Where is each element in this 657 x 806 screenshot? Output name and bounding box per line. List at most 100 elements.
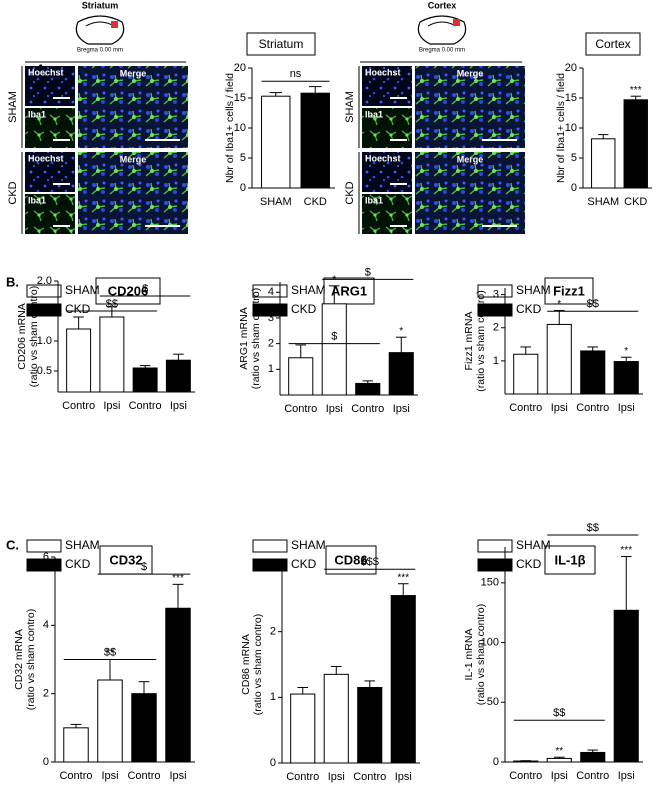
y-tick-label: 4 bbox=[268, 286, 274, 298]
x-tick-label: Contro bbox=[284, 403, 317, 415]
y-tick-label: 6 bbox=[43, 551, 49, 563]
x-tick-label: Ipsi bbox=[326, 403, 343, 415]
y-tick-label: 0 bbox=[43, 756, 49, 768]
bar bbox=[97, 679, 123, 763]
bregma-label: Bregma 0.00 mm bbox=[419, 48, 465, 54]
bracket-label: ns bbox=[290, 68, 302, 80]
bar bbox=[300, 92, 330, 189]
chart-title: Striatum bbox=[259, 37, 304, 51]
y-tick-label: 2 bbox=[43, 688, 49, 700]
x-tick-label: SHAM bbox=[587, 196, 619, 208]
y-tick-label: 5 bbox=[240, 152, 246, 164]
x-tick-label: Contro bbox=[127, 770, 160, 782]
chart-title: ARG1 bbox=[331, 283, 367, 298]
y-tick-label: 20 bbox=[565, 62, 577, 74]
legend-swatch bbox=[252, 558, 288, 572]
bar bbox=[323, 673, 349, 764]
significance: *** bbox=[397, 572, 409, 583]
bar bbox=[390, 595, 416, 764]
legend-label: CKD bbox=[291, 557, 317, 571]
y-tick-label: 2 bbox=[270, 626, 276, 638]
y-axis-label: (ratio vs sham contro) bbox=[252, 614, 264, 716]
bar bbox=[357, 686, 383, 764]
micrographs: SHAM Hoechst Iba1 Merge CKD Hoechst Iba1 Merge S… bbox=[7, 66, 525, 234]
legend-swatch bbox=[26, 303, 62, 317]
image-iba1 bbox=[362, 108, 412, 148]
significance: * bbox=[399, 326, 403, 337]
y-tick-label: 2.0 bbox=[37, 275, 52, 287]
chart-title: CD206 bbox=[108, 283, 148, 298]
bar bbox=[580, 751, 606, 763]
x-tick-label: Ipsi bbox=[393, 403, 410, 415]
bar bbox=[546, 323, 572, 395]
y-tick-label: 10 bbox=[565, 122, 577, 134]
bar bbox=[165, 607, 191, 763]
y-tick-label: 50 bbox=[487, 696, 499, 708]
stain-label: Hoechst bbox=[28, 67, 64, 77]
title-box bbox=[544, 277, 594, 305]
y-tick-label: 1 bbox=[493, 355, 499, 367]
significance: *** bbox=[630, 85, 642, 96]
legend-label: CKD bbox=[516, 557, 542, 571]
x-tick-label: Ipsi bbox=[103, 400, 120, 412]
y-tick-label: 0 bbox=[493, 756, 499, 768]
significance: ** bbox=[555, 746, 563, 757]
legend-swatch bbox=[26, 558, 62, 572]
bracket-label: $$ bbox=[553, 707, 565, 719]
stain-label: Iba1 bbox=[28, 195, 46, 205]
legend-label: SHAM bbox=[65, 283, 100, 297]
title-box bbox=[99, 545, 153, 575]
bar bbox=[261, 95, 291, 189]
x-tick-label: Contro bbox=[576, 402, 609, 414]
legend-swatch bbox=[252, 284, 288, 298]
chart-title: IL-1β bbox=[554, 552, 585, 567]
x-tick-label: Contro bbox=[509, 402, 542, 414]
y-tick-label: 2 bbox=[493, 322, 499, 334]
y-axis-label: Nbr of Iba1+ cells / field bbox=[555, 73, 567, 183]
bar bbox=[288, 357, 314, 396]
image-iba1 bbox=[362, 194, 412, 234]
bar bbox=[132, 367, 158, 393]
bar bbox=[355, 382, 381, 396]
stain-label: Merge bbox=[457, 154, 484, 164]
stain-label: Hoechst bbox=[28, 153, 64, 163]
y-axis-label: ARG1 mRNA bbox=[238, 307, 250, 369]
stain-label: Merge bbox=[120, 154, 147, 164]
image-iba1 bbox=[25, 108, 75, 148]
bar bbox=[623, 99, 648, 189]
region-label: Striatum bbox=[82, 0, 119, 10]
bar bbox=[546, 757, 572, 763]
title-box bbox=[323, 277, 375, 305]
legend-swatch bbox=[26, 284, 62, 298]
image-merge bbox=[78, 152, 188, 234]
bar bbox=[613, 609, 639, 763]
stain-label: Hoechst bbox=[365, 67, 401, 77]
region-label: Cortex bbox=[428, 0, 457, 10]
x-tick-label: Contro bbox=[59, 770, 92, 782]
y-tick-label: 1 bbox=[270, 691, 276, 703]
x-tick-label: CKD bbox=[304, 196, 327, 208]
chart-title: Fizz1 bbox=[553, 283, 585, 298]
bar bbox=[290, 693, 316, 764]
y-axis-label: CD86 mRNA bbox=[240, 634, 252, 695]
legend-label: SHAM bbox=[65, 538, 100, 552]
bracket-label: $$ bbox=[587, 522, 599, 534]
legend-label: SHAM bbox=[516, 283, 551, 297]
y-axis-label: Fizz1 mRNA bbox=[463, 312, 475, 371]
y-tick-label: 1.0 bbox=[37, 335, 52, 347]
x-tick-label: Contro bbox=[576, 770, 609, 782]
legend-swatch bbox=[477, 558, 513, 572]
y-tick-label: 15 bbox=[234, 92, 246, 104]
stain-label: Hoechst bbox=[365, 153, 401, 163]
chart-title: CD86 bbox=[334, 552, 367, 567]
y-tick-label: 100 bbox=[481, 636, 499, 648]
bracket-label: $ bbox=[142, 283, 148, 295]
y-tick-label: 1.5 bbox=[37, 305, 52, 317]
legend-label: CKD bbox=[516, 302, 542, 316]
x-tick-label: Contro bbox=[62, 400, 95, 412]
legend-label: SHAM bbox=[291, 538, 326, 552]
legend-swatch bbox=[477, 303, 513, 317]
y-tick-label: 20 bbox=[234, 62, 246, 74]
x-tick-label: Contro bbox=[353, 771, 386, 783]
